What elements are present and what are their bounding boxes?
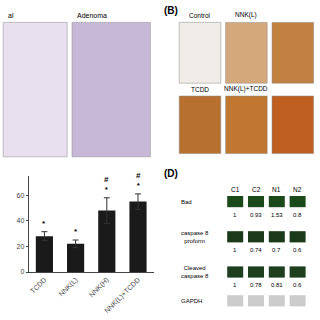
svg-text:N1: N1: [272, 186, 281, 193]
svg-text:Adenoma: Adenoma: [77, 12, 107, 19]
svg-text:0.6: 0.6: [293, 247, 302, 253]
svg-text:#*: #*: [136, 171, 141, 190]
svg-text:*: *: [42, 219, 46, 228]
svg-text:1: 1: [233, 212, 237, 218]
svg-text:NNK(L)+TCDD: NNK(L)+TCDD: [103, 276, 142, 315]
svg-text:0: 0: [20, 268, 24, 275]
svg-text:TCDD: TCDD: [191, 86, 209, 93]
svg-text:#*: #*: [104, 175, 109, 194]
svg-text:20: 20: [17, 243, 25, 250]
svg-text:0.93: 0.93: [250, 212, 262, 218]
svg-text:NNK(H): NNK(H): [88, 276, 111, 299]
svg-text:1: 1: [233, 282, 237, 288]
svg-text:al: al: [8, 12, 14, 19]
svg-text:GAPDH: GAPDH: [181, 298, 202, 304]
svg-text:NNK(L): NNK(L): [235, 11, 257, 19]
svg-text:(D): (D): [164, 168, 178, 179]
svg-text:NNK(L): NNK(L): [57, 276, 79, 298]
svg-text:0.8: 0.8: [293, 212, 302, 218]
svg-text:Control: Control: [189, 12, 211, 19]
svg-text:C1: C1: [231, 186, 240, 193]
svg-text:0.6: 0.6: [293, 282, 302, 288]
svg-text:Cleavedcaspase 8: Cleavedcaspase 8: [181, 265, 209, 279]
svg-text:0.74: 0.74: [250, 247, 262, 253]
svg-text:TCDD: TCDD: [29, 276, 48, 295]
svg-text:0.78: 0.78: [250, 282, 262, 288]
svg-text:40: 40: [17, 217, 25, 224]
svg-text:60: 60: [17, 192, 25, 199]
svg-text:Bad: Bad: [181, 199, 192, 205]
svg-text:caspase 8proform: caspase 8proform: [181, 230, 209, 244]
svg-text:*: *: [74, 227, 78, 236]
svg-text:NNK(L)+TCDD: NNK(L)+TCDD: [224, 85, 268, 93]
svg-text:0.7: 0.7: [272, 247, 281, 253]
svg-text:1.53: 1.53: [271, 212, 283, 218]
svg-text:0.81: 0.81: [271, 282, 283, 288]
svg-text:C2: C2: [252, 186, 261, 193]
svg-text:N2: N2: [293, 186, 302, 193]
svg-text:(B): (B): [164, 5, 178, 16]
svg-text:1: 1: [233, 247, 237, 253]
